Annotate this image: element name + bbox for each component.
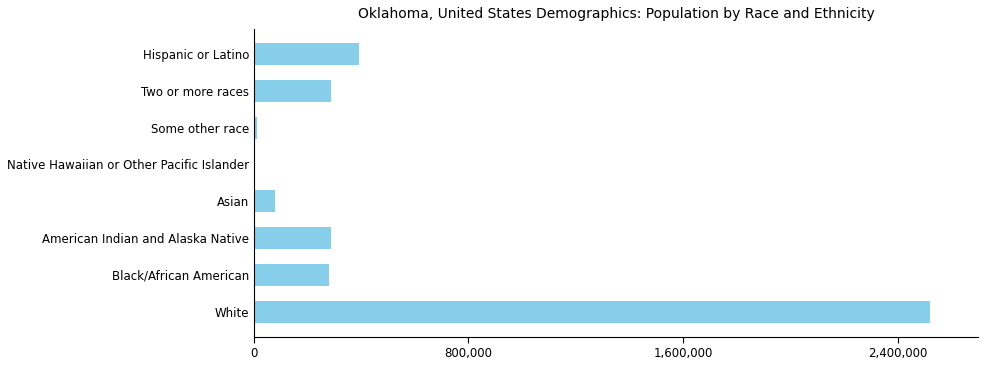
- Title: Oklahoma, United States Demographics: Population by Race and Ethnicity: Oklahoma, United States Demographics: Po…: [358, 7, 875, 21]
- Bar: [254, 80, 331, 102]
- Bar: [254, 301, 930, 323]
- Bar: [254, 153, 255, 175]
- Bar: [254, 117, 257, 139]
- Bar: [254, 43, 360, 65]
- Bar: [254, 227, 331, 249]
- Bar: [254, 264, 329, 286]
- Bar: [254, 190, 276, 212]
